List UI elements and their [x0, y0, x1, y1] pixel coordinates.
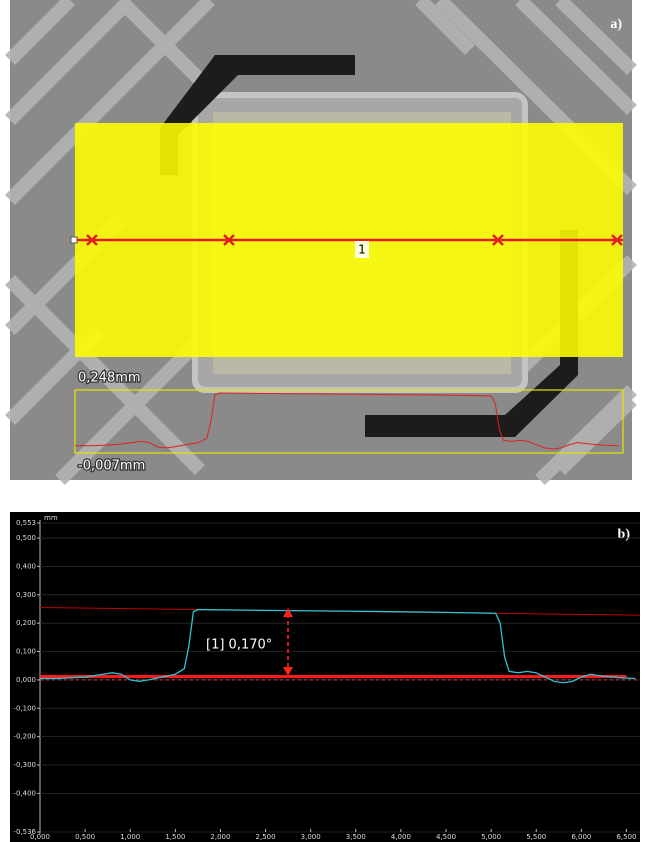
x-tick-label: 4,500: [436, 833, 456, 841]
x-tick-label: 5,500: [526, 833, 546, 841]
y-tick-label: 0,400: [16, 562, 36, 570]
x-tick-label: 2,500: [256, 833, 276, 841]
measurement-markers: [86, 234, 623, 246]
y-tick-label: 0,200: [16, 619, 36, 627]
y-tick-label: 0,300: [16, 591, 36, 599]
line-handle: [70, 236, 78, 244]
y-tick-label: -0,100: [13, 704, 36, 712]
y-tick-label: 0,553: [16, 519, 36, 527]
line-label-bg: [355, 241, 369, 258]
y-tick-label: 0,500: [16, 534, 36, 542]
annotation: [1] 0,170°: [206, 638, 272, 653]
profile-box: [74, 389, 624, 454]
x-tick-label: 3,500: [346, 833, 366, 841]
panel-label: b): [618, 527, 631, 542]
x-tick-label: 1,500: [165, 833, 185, 841]
y-tick-label: -0,536: [13, 828, 36, 836]
x-tick-label: 4,000: [391, 833, 411, 841]
x-tick-label: 5,000: [481, 833, 501, 841]
y-tick-label: 0,000: [16, 676, 36, 684]
line-label: 1: [358, 243, 366, 257]
panel-label: a): [610, 17, 622, 32]
y-unit: mm: [44, 514, 58, 522]
x-tick-label: 6,500: [616, 833, 636, 841]
x-tick-label: 6,000: [571, 833, 591, 841]
y-tick-label: 0,100: [16, 648, 36, 656]
x-tick-label: 3,000: [301, 833, 321, 841]
x-tick-label: 0,000: [30, 833, 50, 841]
x-tick-label: 0,500: [75, 833, 95, 841]
y-tick-label: -0,400: [13, 789, 36, 797]
mini-profile: [75, 392, 619, 450]
y-tick-label: -0,300: [13, 761, 36, 769]
profile-line: [40, 608, 636, 684]
max-label: 0,248mm: [78, 371, 141, 386]
x-tick-label: 1,000: [120, 833, 140, 841]
y-tick-label: -0,200: [13, 733, 36, 741]
min-label: -0,007mm: [78, 459, 145, 474]
x-tick-label: 2,000: [210, 833, 230, 841]
